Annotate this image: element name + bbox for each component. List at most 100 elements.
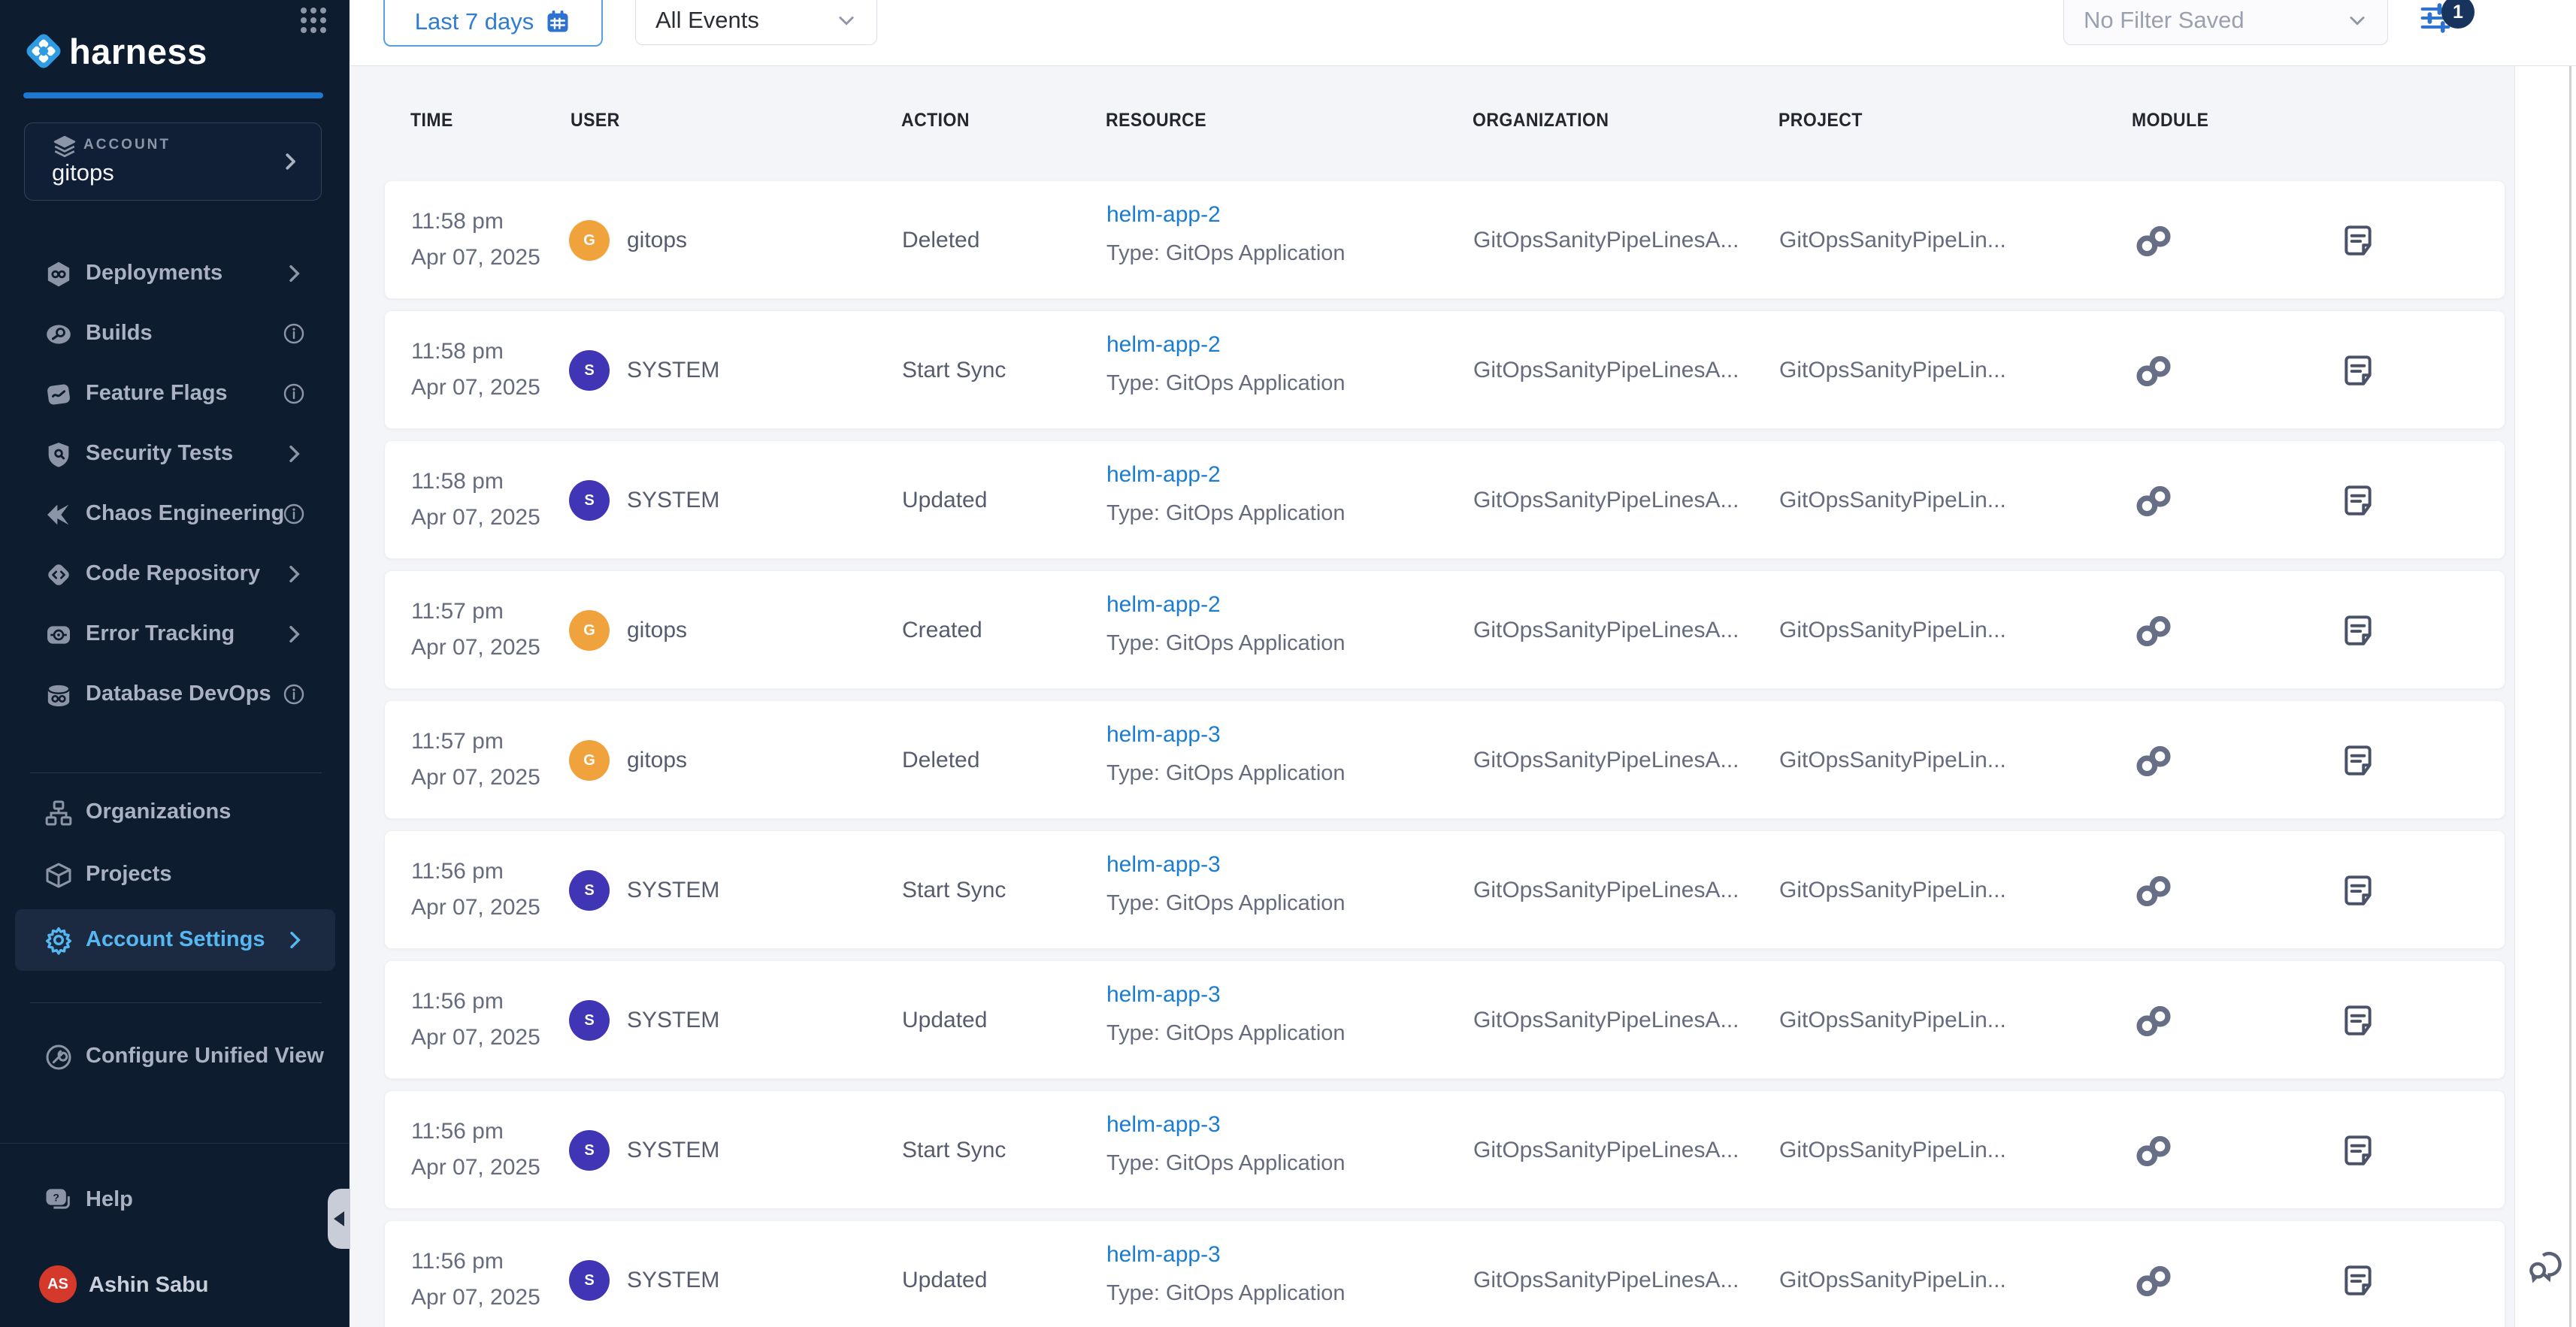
sidebar-item-configure-unified-view[interactable]: Configure Unified View — [0, 1033, 350, 1081]
user-avatar: G — [569, 610, 610, 651]
event-summary-icon[interactable] — [2339, 222, 2377, 259]
row-organization: GitOpsSanityPipeLinesA... — [1473, 1268, 1739, 1292]
resource-link[interactable]: helm-app-3 — [1106, 722, 1221, 747]
row-project: GitOpsSanityPipeLin... — [1779, 228, 2006, 252]
sidebar-item-code-repository[interactable]: Code Repository — [0, 551, 350, 599]
app-grid-icon[interactable] — [301, 8, 328, 35]
table-row[interactable]: 11:56 pm Apr 07, 2025 S SYSTEM Start Syn… — [384, 1090, 2505, 1209]
event-summary-icon[interactable] — [2339, 1262, 2377, 1299]
sidebar-collapse-handle[interactable] — [328, 1189, 350, 1249]
date-range-button[interactable]: Last 7 days — [383, 0, 603, 47]
organizations-icon — [45, 800, 72, 826]
row-organization: GitOpsSanityPipeLinesA... — [1473, 748, 1739, 772]
sidebar-item-error-tracking[interactable]: Error Tracking — [0, 611, 350, 659]
resource-link[interactable]: helm-app-3 — [1106, 1112, 1221, 1137]
logo-underline — [23, 92, 323, 98]
row-user: gitops — [627, 228, 688, 252]
row-time: 11:58 pm Apr 07, 2025 — [411, 339, 540, 400]
row-resource: helm-app-3 Type: GitOps Application — [1106, 1112, 1346, 1176]
table-row[interactable]: 11:57 pm Apr 07, 2025 G gitops Created h… — [384, 570, 2505, 689]
table-row[interactable]: 11:57 pm Apr 07, 2025 G gitops Deleted h… — [384, 700, 2505, 819]
info-icon[interactable] — [282, 382, 306, 406]
row-time: 11:56 pm Apr 07, 2025 — [411, 859, 540, 920]
account-scope-selector[interactable]: ACCOUNT gitops — [24, 122, 322, 201]
sidebar-item-builds[interactable]: Builds — [0, 310, 350, 358]
user-profile[interactable]: AS Ashin Sabu — [0, 1261, 350, 1309]
chaos-engineering-icon — [47, 504, 69, 525]
table-row[interactable]: 11:58 pm Apr 07, 2025 S SYSTEM Start Syn… — [384, 310, 2505, 429]
event-summary-icon[interactable] — [2339, 612, 2377, 649]
event-type-select[interactable]: All Events — [635, 0, 877, 45]
resource-link[interactable]: helm-app-2 — [1106, 592, 1221, 617]
scrollbar-track[interactable] — [2569, 66, 2571, 1327]
sidebar-item-security-tests[interactable]: Security Tests — [0, 431, 350, 479]
event-summary-icon[interactable] — [2339, 742, 2377, 779]
layers-icon — [53, 135, 76, 158]
row-organization: GitOpsSanityPipeLinesA... — [1473, 1008, 1739, 1032]
row-time: 11:58 pm Apr 07, 2025 — [411, 209, 540, 270]
row-organization: GitOpsSanityPipeLinesA... — [1473, 488, 1739, 512]
resource-link[interactable]: helm-app-2 — [1106, 332, 1221, 357]
row-time: 11:56 pm Apr 07, 2025 — [411, 1249, 540, 1310]
chevron-right-icon — [289, 565, 300, 583]
sidebar-item-chaos-engineering[interactable]: Chaos Engineering — [0, 491, 350, 539]
row-user: SYSTEM — [627, 878, 720, 902]
main-content: Last 7 days All Events No Filter Saved — [350, 0, 2576, 1327]
sidebar-item-projects[interactable]: Projects — [0, 851, 350, 899]
column-header-action: ACTION — [901, 110, 970, 131]
sidebar-item-deployments[interactable]: Deployments — [0, 250, 350, 298]
row-organization: GitOpsSanityPipeLinesA... — [1473, 228, 1739, 252]
resource-link[interactable]: helm-app-2 — [1106, 202, 1221, 227]
row-resource: helm-app-2 Type: GitOps Application — [1106, 462, 1346, 526]
info-icon[interactable] — [282, 682, 306, 706]
support-chat-icon[interactable] — [2523, 1243, 2569, 1289]
info-icon[interactable] — [282, 322, 306, 346]
event-summary-icon[interactable] — [2339, 482, 2377, 519]
saved-filter-select[interactable]: No Filter Saved — [2063, 0, 2388, 45]
table-row[interactable]: 11:56 pm Apr 07, 2025 S SYSTEM Updated h… — [384, 1220, 2505, 1327]
info-icon[interactable] — [282, 502, 306, 526]
event-summary-icon[interactable] — [2339, 352, 2377, 389]
table-row[interactable]: 11:56 pm Apr 07, 2025 S SYSTEM Updated h… — [384, 960, 2505, 1079]
sidebar-item-database-devops[interactable]: Database DevOps — [0, 671, 350, 719]
user-avatar: AS — [39, 1265, 77, 1303]
resource-type: Type: GitOps Application — [1106, 1151, 1346, 1175]
user-avatar: G — [569, 740, 610, 781]
row-user: gitops — [627, 618, 688, 642]
account-name: gitops — [52, 159, 114, 186]
table-row[interactable]: 11:56 pm Apr 07, 2025 S SYSTEM Start Syn… — [384, 830, 2505, 949]
chevron-right-icon — [286, 153, 295, 170]
user-avatar: S — [569, 1000, 610, 1041]
row-resource: helm-app-3 Type: GitOps Application — [1106, 852, 1346, 916]
module-cd-gitops-icon — [2133, 1260, 2175, 1302]
account-label: ACCOUNT — [83, 137, 171, 153]
row-user: SYSTEM — [627, 488, 720, 512]
sidebar-item-account-settings[interactable]: Account Settings — [15, 909, 335, 971]
event-summary-icon[interactable] — [2339, 1002, 2377, 1039]
chevron-right-icon — [290, 931, 301, 949]
row-organization: GitOpsSanityPipeLinesA... — [1473, 1138, 1739, 1162]
table-row[interactable]: 11:58 pm Apr 07, 2025 S SYSTEM Updated h… — [384, 440, 2505, 559]
row-time: 11:56 pm Apr 07, 2025 — [411, 989, 540, 1050]
resource-link[interactable]: helm-app-3 — [1106, 852, 1221, 877]
harness-logo[interactable]: harness — [24, 30, 325, 72]
column-header-project: PROJECT — [1778, 110, 1863, 131]
code-repository-icon — [48, 564, 69, 585]
event-summary-icon[interactable] — [2339, 872, 2377, 909]
sidebar-item-organizations[interactable]: Organizations — [0, 789, 350, 837]
row-action: Start Sync — [902, 358, 1006, 382]
event-summary-icon[interactable] — [2339, 1132, 2377, 1169]
audit-toolbar: Last 7 days All Events No Filter Saved — [350, 0, 2576, 66]
resource-link[interactable]: helm-app-2 — [1106, 462, 1221, 487]
module-cd-gitops-icon — [2133, 870, 2175, 912]
sidebar-item-feature-flags[interactable]: Feature Flags — [0, 370, 350, 419]
row-project: GitOpsSanityPipeLin... — [1779, 618, 2006, 642]
resource-link[interactable]: helm-app-3 — [1106, 1242, 1221, 1267]
row-project: GitOpsSanityPipeLin... — [1779, 1268, 2006, 1292]
module-cd-gitops-icon — [2133, 740, 2175, 782]
resource-link[interactable]: helm-app-3 — [1106, 982, 1221, 1007]
module-cd-gitops-icon — [2133, 610, 2175, 652]
sidebar-item-help[interactable]: ? Help — [0, 1177, 350, 1225]
row-time: 11:56 pm Apr 07, 2025 — [411, 1119, 540, 1180]
table-row[interactable]: 11:58 pm Apr 07, 2025 G gitops Deleted h… — [384, 180, 2505, 299]
